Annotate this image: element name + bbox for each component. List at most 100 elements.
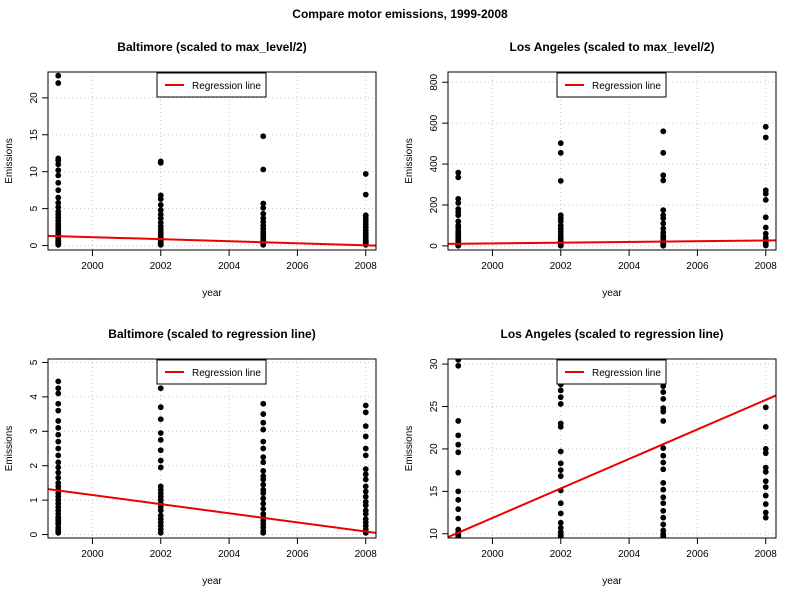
x-tick-label: 2000 [81,549,104,560]
data-point [762,484,769,490]
y-tick-label: 15 [429,485,440,497]
data-point [55,390,62,397]
chart-panel-4: Los Angeles (scaled to regression line) 2… [404,327,777,587]
data-point [762,514,769,521]
data-point [557,218,564,225]
data-point [55,459,62,466]
x-tick-label: 2008 [355,549,378,560]
data-point [55,199,62,206]
x-tick-label: 2006 [686,261,709,272]
chart-panel-2: Los Angeles (scaled to max_level/2)2000 2… [404,40,777,299]
regression-line [448,394,776,538]
data-point [455,488,462,495]
data-point [660,242,667,249]
data-point [660,494,667,501]
data-point [362,466,369,473]
plot-frame [47,358,377,539]
data-point [157,529,164,536]
x-tick-label: 2006 [686,549,709,560]
legend-label: Regression line [592,368,661,379]
legend-label: Regression line [592,81,661,92]
data-point [362,511,369,517]
y-tick-label: 3 [29,428,40,434]
data-point [455,174,462,181]
data-point [260,210,267,217]
y-tick-label: 0 [429,243,440,249]
data-point [260,476,267,483]
data-point [762,190,769,197]
data-point [362,476,369,483]
data-point [55,431,62,438]
x-tick-label: 2006 [286,261,309,272]
y-tick-label: 2 [29,462,40,468]
y-tick-label: 600 [429,114,440,131]
y-tick-label: 5 [29,205,40,211]
data-point [55,424,62,431]
data-point [660,225,667,232]
y-tick-label: 30 [429,358,440,370]
data-point [55,72,62,79]
data-point [260,166,267,173]
data-point [55,378,62,385]
x-tick-label: 2002 [550,261,573,272]
x-tick-label: 2002 [150,261,173,272]
y-tick-label: 1 [29,497,40,503]
data-point [157,447,164,454]
data-point [260,495,267,502]
y-tick-label: 4 [29,394,40,400]
legend-label: Regression line [192,81,261,92]
data-points [55,378,369,536]
data-point [157,457,164,464]
x-axis-label: year [202,576,222,587]
data-point [660,479,667,486]
y-tick-label: 15 [29,129,40,141]
y-tick-label: 20 [429,443,440,455]
data-point [362,191,369,198]
data-point [455,169,462,176]
data-point [157,416,164,423]
panel-title: Baltimore (scaled to max_level/2) [117,40,306,54]
data-point [362,409,369,416]
data-point [660,207,667,214]
data-point [157,507,164,514]
data-point [557,140,564,147]
data-point [55,179,62,186]
x-tick-label: 2002 [150,549,173,560]
data-point [55,529,62,536]
data-point [762,423,769,430]
x-tick-label: 2008 [355,261,378,272]
y-axis-label: Emissions [4,138,15,184]
x-tick-label: 2004 [218,261,241,272]
data-point [762,196,769,203]
y-tick-label: 400 [429,155,440,172]
data-point [455,359,462,363]
plot-frame [47,71,377,251]
data-point [157,207,164,214]
data-point [157,196,164,202]
data-point [55,452,62,459]
data-point [55,438,62,445]
y-tick-label: 20 [29,92,40,104]
data-point [55,464,62,471]
data-point [55,204,62,211]
data-point [260,241,267,248]
legend: Regression line [556,359,667,385]
y-tick-label: 800 [429,73,440,90]
data-point [762,501,769,507]
x-tick-label: 2008 [755,261,778,272]
data-point [557,524,564,531]
data-point [660,383,667,390]
y-tick-label: 0 [29,242,40,248]
data-point [762,134,769,141]
data-point [55,469,62,476]
data-point [660,514,667,521]
data-point [762,446,769,452]
regression-line [48,234,376,247]
legend-label: Regression line [192,368,261,379]
data-point [55,418,62,424]
data-point [557,519,564,526]
data-point [557,177,564,184]
data-point [455,362,462,369]
data-point [660,395,667,402]
data-point [157,404,164,411]
